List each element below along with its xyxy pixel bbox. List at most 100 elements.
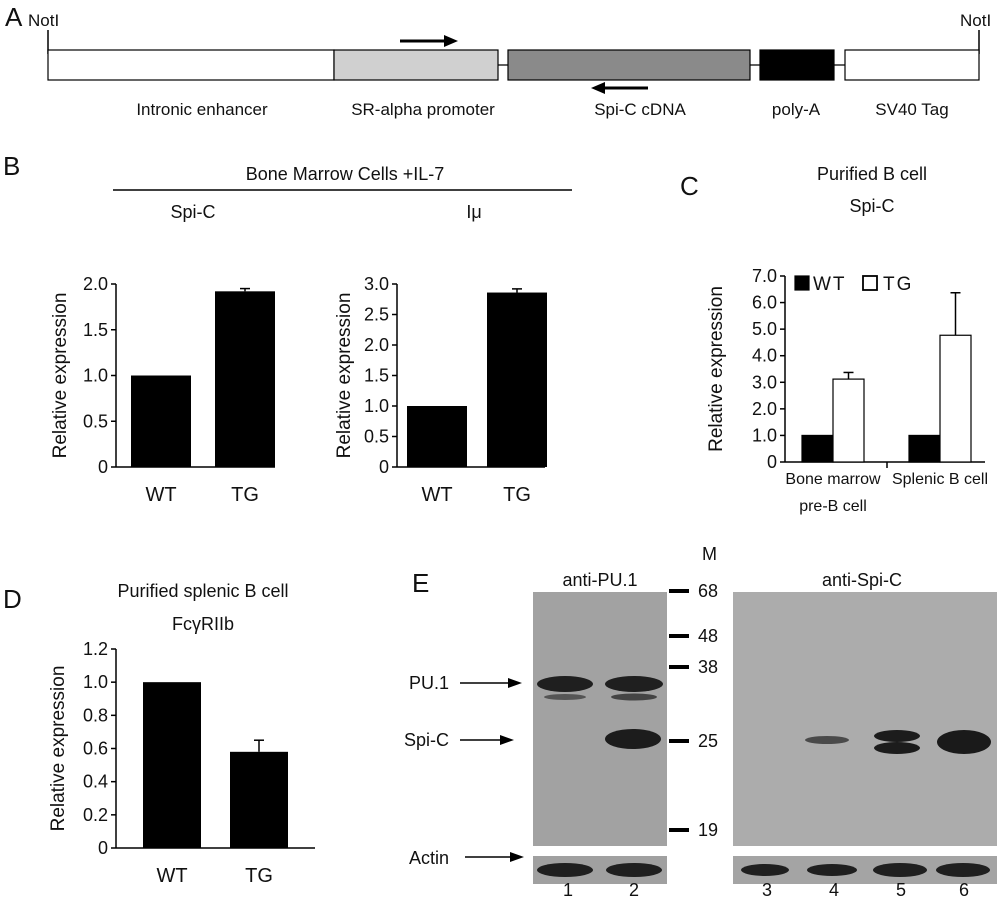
y-tick-label: 0.6	[83, 739, 108, 759]
panel-c: C Purified B cell Spi-C 0 1.0 2.0 3.0 4.0 5.0…	[680, 164, 988, 515]
y-tick-label: 5.0	[752, 319, 777, 339]
marker-68: 68	[698, 581, 718, 601]
y-tick-label: 0.8	[83, 705, 108, 725]
pu1-arrow-label: PU.1	[409, 673, 449, 693]
panel-c-title-line2: Spi-C	[849, 196, 894, 216]
panel-c-title-line1: Purified B cell	[817, 164, 927, 184]
lane-number: 5	[896, 880, 906, 899]
y-axis-label: Relative expression	[334, 293, 355, 459]
bar	[939, 334, 972, 463]
legend-wt-swatch	[794, 275, 810, 291]
y-tick-label: 3.0	[752, 372, 777, 392]
y-tick-label: 7.0	[752, 266, 777, 286]
sr-alpha-promoter-box	[333, 49, 499, 81]
y-axis-label: Relative expression	[48, 666, 69, 832]
spic-band-lane2	[605, 729, 661, 749]
actin-band-lane4	[807, 864, 857, 876]
y-tick-label: 0	[98, 457, 108, 477]
x-tick-label: pre-B cell	[799, 498, 867, 515]
intronic-enhancer-label: Intronic enhancer	[136, 100, 268, 119]
chart-title: Iμ	[466, 202, 481, 222]
spic-arrow-label: Spi-C	[404, 730, 449, 750]
y-tick-label: 0.2	[83, 805, 108, 825]
anti-spic-title: anti-Spi-C	[822, 570, 902, 590]
bar	[230, 751, 288, 848]
y-tick-label: 1.5	[364, 366, 389, 386]
x-tick-label: Splenic B cell	[892, 471, 988, 488]
actin-band-lane3	[741, 864, 789, 876]
pu1-arrow	[460, 678, 522, 688]
bar	[215, 291, 275, 467]
panel-b-header: Bone Marrow Cells +IL-7	[246, 164, 445, 184]
panel-c-letter: C	[680, 171, 699, 201]
fcgriib-splenic-b-cell-chart: 0 0.2 0.4 0.6 0.8 1.0 1.2 Relative expression WT…	[48, 639, 315, 887]
y-tick-label: 0	[98, 838, 108, 858]
spic-arrow	[460, 735, 514, 745]
panel-e: E anti-PU.1 anti-Spi-C M	[404, 544, 997, 899]
pu1-band-lane2	[605, 676, 663, 701]
x-tick-label: Bone marrow	[785, 471, 881, 488]
bar	[801, 434, 834, 463]
bar	[143, 682, 201, 848]
lane-number: 1	[563, 880, 573, 899]
y-tick-label: 0.5	[83, 411, 108, 431]
spi-c-cdna-box	[507, 49, 751, 81]
panel-a: A NotI NotI Intronic enhancer SR-alpha p…	[5, 2, 991, 119]
left-noti-label: NotI	[28, 11, 59, 30]
actin-band-lane5	[873, 863, 927, 877]
x-tick-label: WT	[145, 484, 176, 506]
actin-arrow-label: Actin	[409, 848, 449, 868]
y-tick-label: 4.0	[752, 346, 777, 366]
spic-band-lane6	[937, 730, 991, 754]
y-tick-label: 0.5	[364, 427, 389, 447]
lane-number: 2	[629, 880, 639, 899]
x-tick-label: TG	[231, 484, 259, 506]
y-axis-label: Relative expression	[706, 286, 727, 452]
actin-arrow	[465, 852, 524, 862]
bar	[908, 434, 941, 463]
anti-pu1-title: anti-PU.1	[562, 570, 637, 590]
spi-c-cdna-label: Spi-C cDNA	[594, 100, 686, 119]
panel-d-title-line1: Purified splenic B cell	[117, 581, 288, 601]
panel-e-letter: E	[412, 568, 429, 598]
marker-header: M	[702, 544, 717, 564]
panel-d: D Purified splenic B cell FcγRIIb 0 0.2 0.…	[3, 581, 315, 887]
panel-d-title-line2: FcγRIIb	[172, 614, 234, 634]
bar	[832, 378, 865, 463]
bar	[131, 375, 191, 467]
marker-ladder	[669, 589, 689, 832]
anti-spic-blot	[733, 592, 997, 846]
imu-bone-marrow-chart: Iμ 0 0.5 1.0 1.5 2.0 2.5 3.0 Relative expression…	[334, 202, 547, 506]
marker-19: 19	[698, 820, 718, 840]
legend-tg-label: TG	[883, 274, 913, 295]
lane-number: 3	[762, 880, 772, 899]
anti-pu1-blot	[533, 592, 667, 846]
forward-primer-arrow	[400, 35, 458, 47]
x-tick-label: TG	[245, 865, 273, 887]
x-tick-label: WT	[156, 865, 187, 887]
spic-band-lane4	[805, 736, 849, 744]
y-axis-label: Relative expression	[50, 293, 71, 459]
y-tick-label: 0.4	[83, 772, 108, 792]
y-tick-label: 1.0	[364, 396, 389, 416]
y-tick-label: 1.0	[752, 425, 777, 445]
y-tick-label: 2.0	[364, 335, 389, 355]
spi-c-purified-b-cell-chart: 0 1.0 2.0 3.0 4.0 5.0 6.0 7.0 Relative expressio…	[706, 266, 988, 515]
x-tick-label: TG	[503, 484, 531, 506]
y-tick-label: 1.0	[83, 672, 108, 692]
y-tick-label: 3.0	[364, 274, 389, 294]
y-tick-label: 1.2	[83, 639, 108, 659]
sv40-tag-box	[844, 49, 980, 81]
actin-band-lane2	[606, 863, 662, 877]
lane-number: 6	[959, 880, 969, 899]
y-tick-label: 2.0	[83, 274, 108, 294]
marker-25: 25	[698, 731, 718, 751]
reverse-primer-arrow	[591, 82, 648, 94]
panel-b: B Bone Marrow Cells +IL-7 Spi-C 0 0.5 1.0 1.…	[3, 151, 572, 506]
panel-a-letter: A	[5, 2, 23, 32]
y-tick-label: 2.5	[364, 305, 389, 325]
bar	[487, 292, 547, 467]
poly-a-box	[759, 49, 835, 81]
intronic-enhancer-box	[47, 49, 335, 81]
marker-48: 48	[698, 626, 718, 646]
